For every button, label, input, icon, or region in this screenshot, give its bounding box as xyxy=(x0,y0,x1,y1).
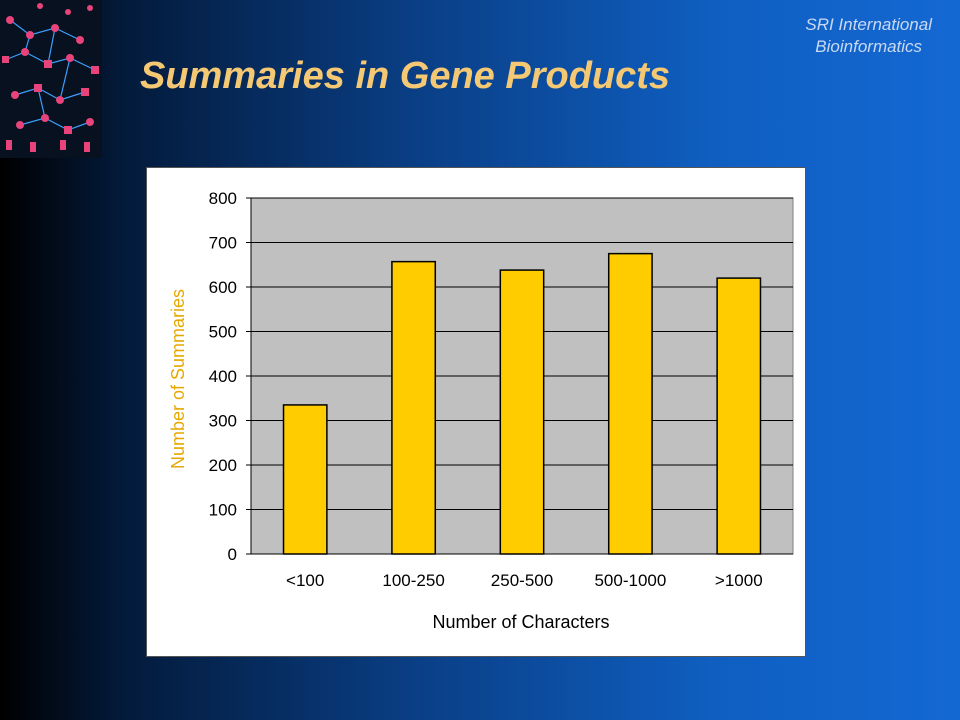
x-tick-label: >1000 xyxy=(715,571,763,590)
x-tick-labels: <100 100-250 250-500 500-1000 >1000 xyxy=(286,571,763,590)
y-tick-label: 600 xyxy=(209,278,237,297)
y-tick-label: 200 xyxy=(209,456,237,475)
org-department: Bioinformatics xyxy=(815,37,923,56)
bar xyxy=(499,269,545,555)
y-tick-label: 0 xyxy=(228,545,237,564)
bar-chart: 0 100 200 300 400 500 600 700 800 <100 100-250 250… xyxy=(168,189,794,632)
bars xyxy=(282,252,762,555)
bar xyxy=(716,277,762,555)
bar xyxy=(391,260,437,555)
y-tick-label: 700 xyxy=(209,234,237,253)
y-tick-label: 400 xyxy=(209,367,237,386)
logo xyxy=(0,0,102,158)
x-tick-label: 500-1000 xyxy=(594,571,666,590)
y-tick-label: 500 xyxy=(209,323,237,342)
y-axis-label: Number of Summaries xyxy=(168,289,188,469)
pathway-diagram-icon xyxy=(2,3,99,152)
y-tick-label: 300 xyxy=(209,412,237,431)
x-tick-label: 250-500 xyxy=(491,571,553,590)
x-tick-label: <100 xyxy=(286,571,324,590)
page-title: Summaries in Gene Products xyxy=(140,55,671,97)
y-tick-labels: 0 100 200 300 400 500 600 700 800 xyxy=(209,189,237,564)
bar xyxy=(607,252,653,555)
x-axis-label: Number of Characters xyxy=(432,612,609,632)
bar xyxy=(282,404,328,555)
chart-container: 0 100 200 300 400 500 600 700 800 <100 100-250 250… xyxy=(146,167,806,657)
x-tick-label: 100-250 xyxy=(382,571,444,590)
organization-label: SRI International Bioinformatics xyxy=(805,14,932,58)
y-tick-label: 800 xyxy=(209,189,237,208)
org-name: SRI International xyxy=(805,15,932,34)
y-tick-label: 100 xyxy=(209,501,237,520)
